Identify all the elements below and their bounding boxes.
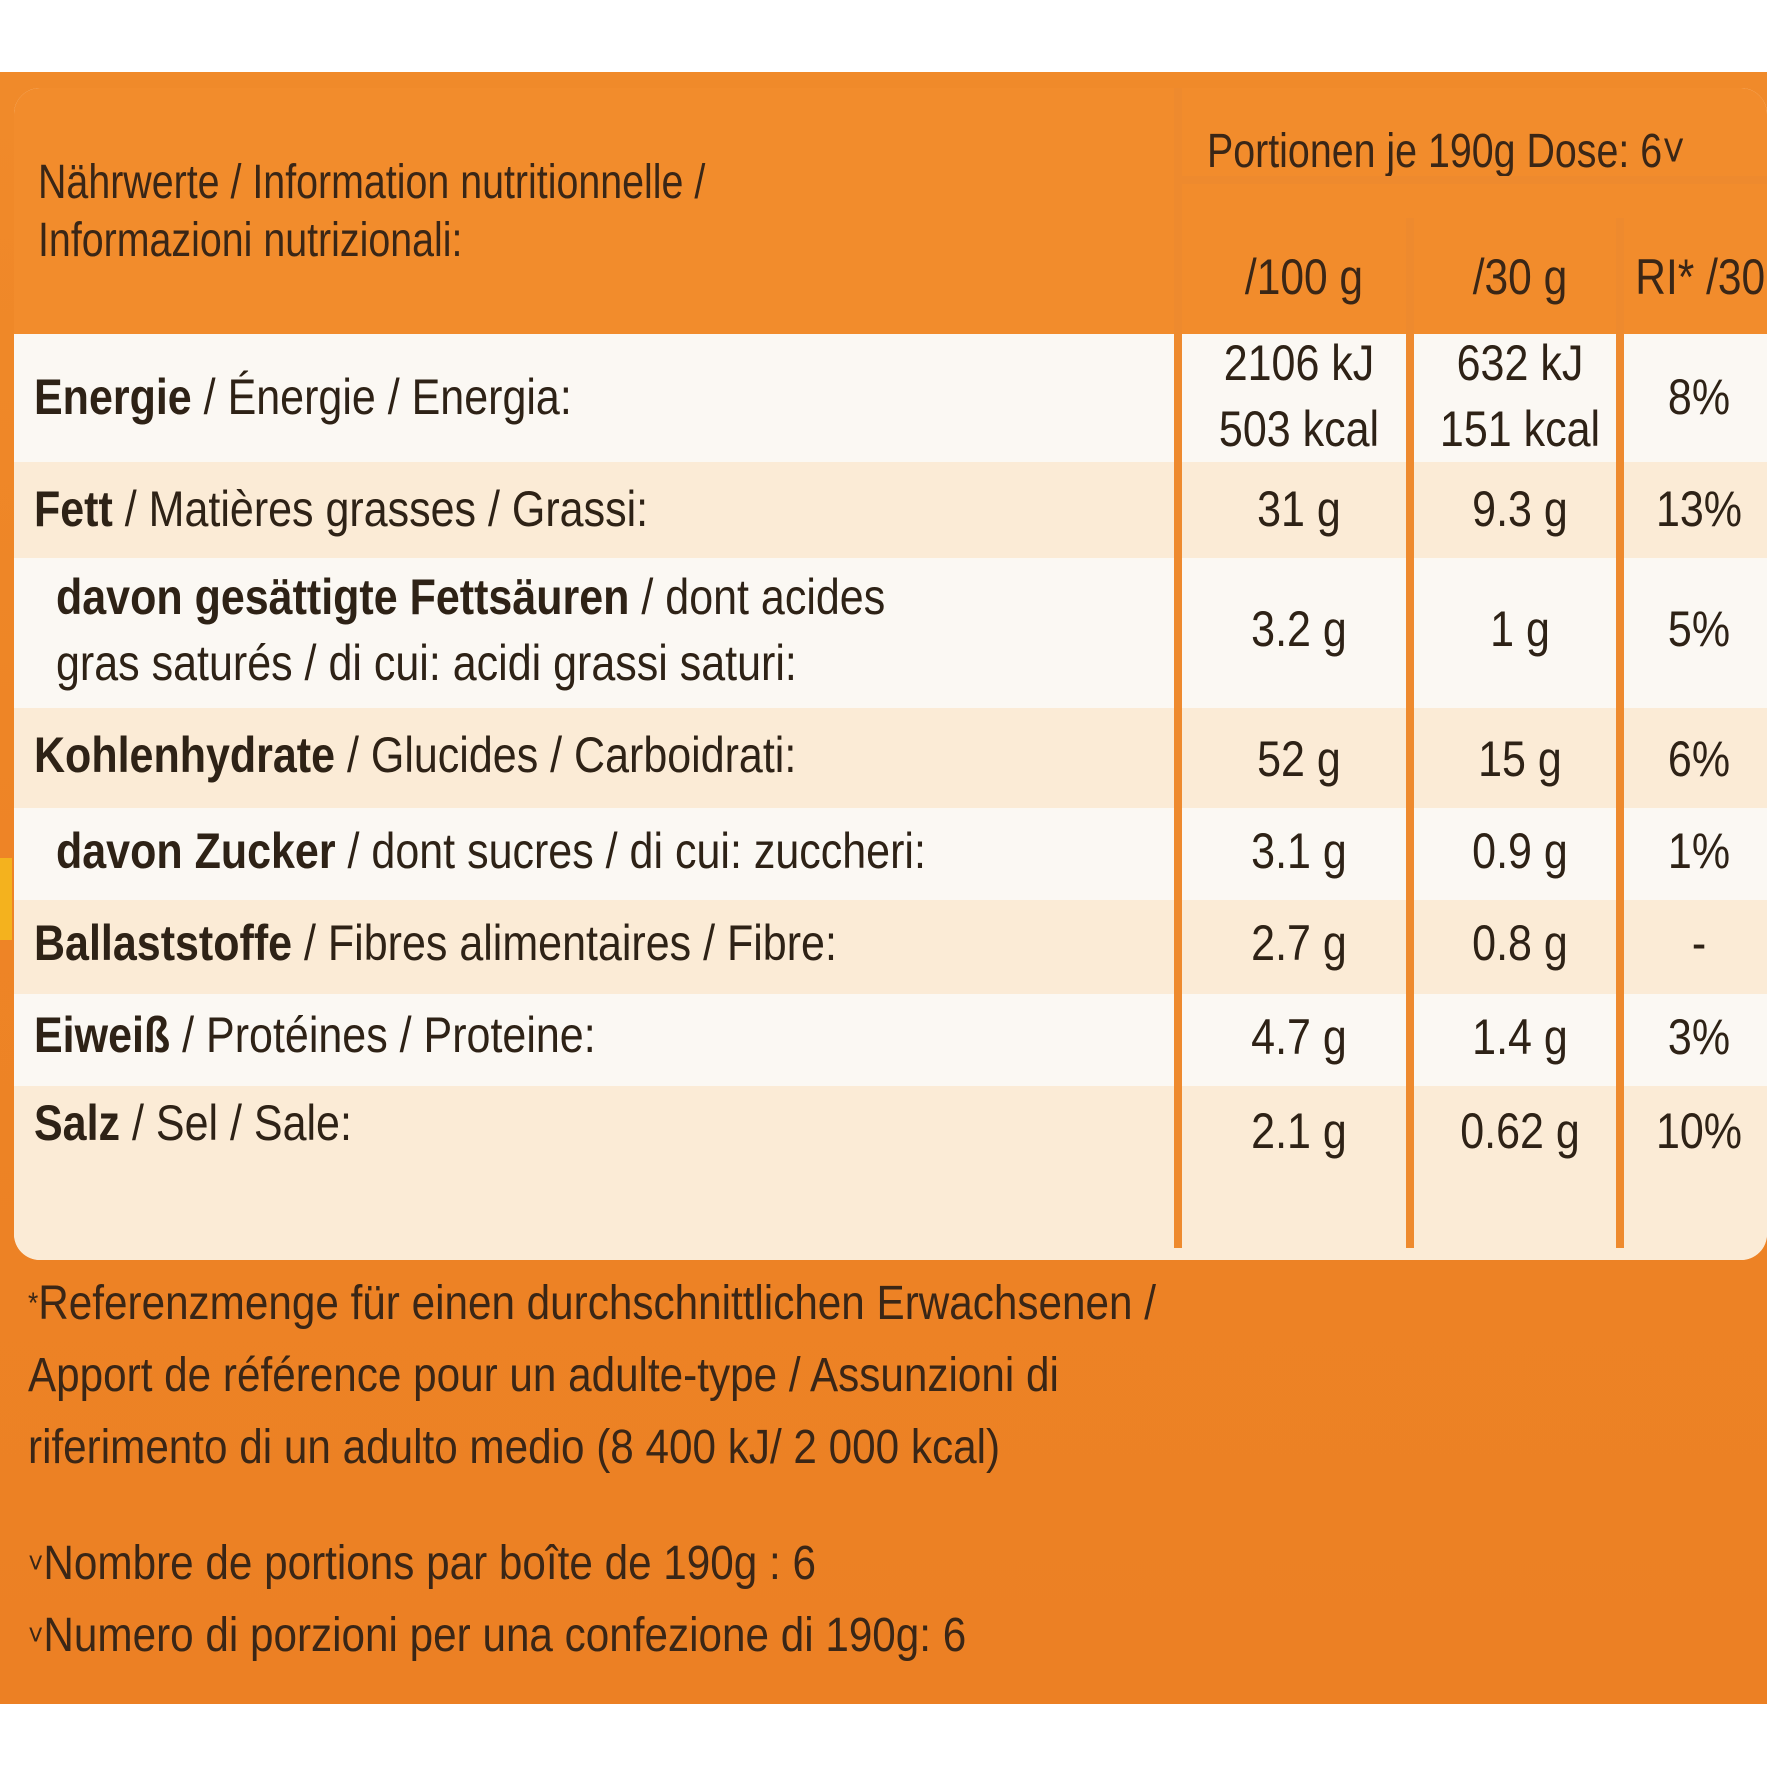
row-label: Energie / Énergie / Energia: xyxy=(34,369,572,425)
column-header-30g: /30 g xyxy=(1472,249,1568,305)
value-100g: 52 g xyxy=(1257,731,1341,787)
row-label: Fett / Matières grasses / Grassi: xyxy=(34,481,649,537)
table-title-line2: Informazioni nutrizionali: xyxy=(38,214,463,267)
column-divider xyxy=(1406,218,1414,1248)
table-row: Kohlenhydrate / Glucides / Carboidrati: … xyxy=(14,708,1767,808)
value-ri: 5% xyxy=(1667,601,1731,657)
value-100g: 31 g xyxy=(1257,481,1341,537)
row-label: Eiweiß / Protéines / Proteine: xyxy=(34,1007,596,1063)
value-30g: 9.3 g xyxy=(1472,481,1568,537)
value-ri: 3% xyxy=(1667,1009,1731,1065)
value-ri: - xyxy=(1691,915,1707,971)
nutrition-table: Nährwerte / Information nutritionnelle /… xyxy=(14,88,1767,1260)
value-100g: 2106 kJ 503 kcal xyxy=(1218,335,1380,457)
value-100g: 2.1 g xyxy=(1251,1103,1347,1159)
value-30g: 0.9 g xyxy=(1472,823,1568,879)
header-divider xyxy=(1174,176,1767,184)
value-ri: 6% xyxy=(1667,731,1731,787)
column-header-ri: RI* /30 g xyxy=(1635,249,1767,305)
value-ri: 1% xyxy=(1667,823,1731,879)
row-label-line2: gras saturés / di cui: acidi grassi satu… xyxy=(56,635,797,691)
table-row: Energie / Énergie / Energia: 2106 kJ 503 … xyxy=(14,334,1767,462)
table-row: Fett / Matières grasses / Grassi: 31 g 9… xyxy=(14,462,1767,558)
value-ri: 13% xyxy=(1655,481,1743,537)
table-row: Salz / Sel / Sale: 2.1 g 0.62 g 10% xyxy=(14,1086,1767,1260)
row-label: Salz / Sel / Sale: xyxy=(34,1095,352,1151)
table-row: davon Zucker / dont sucres / di cui: zuc… xyxy=(14,808,1767,900)
column-divider xyxy=(1174,88,1182,1248)
edge-tab xyxy=(0,858,12,940)
value-100g: 3.2 g xyxy=(1251,601,1347,657)
value-30g: 1.4 g xyxy=(1472,1009,1568,1065)
table-header: Nährwerte / Information nutritionnelle /… xyxy=(14,88,1767,334)
value-ri: 10% xyxy=(1655,1103,1743,1159)
row-label: Kohlenhydrate / Glucides / Carboidrati: xyxy=(34,727,797,783)
value-100g: 2.7 g xyxy=(1251,915,1347,971)
row-label: davon Zucker / dont sucres / di cui: zuc… xyxy=(56,823,926,879)
value-30g: 0.8 g xyxy=(1472,915,1568,971)
table-row: davon gesättigte Fettsäuren / dont acide… xyxy=(14,558,1767,708)
table-title-line1: Nährwerte / Information nutritionnelle / xyxy=(38,156,706,209)
footnote-portions: ˅Nombre de portions par boîte de 190g : … xyxy=(28,1537,967,1662)
row-label: Ballaststoffe / Fibres alimentaires / Fi… xyxy=(34,915,837,971)
value-30g: 1 g xyxy=(1490,601,1550,657)
table-row: Eiweiß / Protéines / Proteine: 4.7 g 1.4… xyxy=(14,994,1767,1086)
value-30g: 15 g xyxy=(1478,731,1562,787)
table-title: Nährwerte / Information nutritionnelle /… xyxy=(38,154,940,270)
footnote-reference: *Referenzmenge für einen durchschnittlic… xyxy=(28,1277,1156,1474)
column-header-100g: /100 g xyxy=(1244,249,1364,305)
row-label: davon gesättigte Fettsäuren / dont acide… xyxy=(56,569,886,625)
column-divider xyxy=(1616,218,1624,1248)
value-30g: 632 kJ 151 kcal xyxy=(1439,335,1601,457)
table-row: Ballaststoffe / Fibres alimentaires / Fi… xyxy=(14,900,1767,994)
value-100g: 3.1 g xyxy=(1251,823,1347,879)
value-30g: 0.62 g xyxy=(1460,1103,1580,1159)
value-100g: 4.7 g xyxy=(1251,1009,1347,1065)
portions-per-can: Portionen je 190g Dose: 6˅ xyxy=(1207,125,1686,178)
value-ri: 8% xyxy=(1667,369,1731,425)
